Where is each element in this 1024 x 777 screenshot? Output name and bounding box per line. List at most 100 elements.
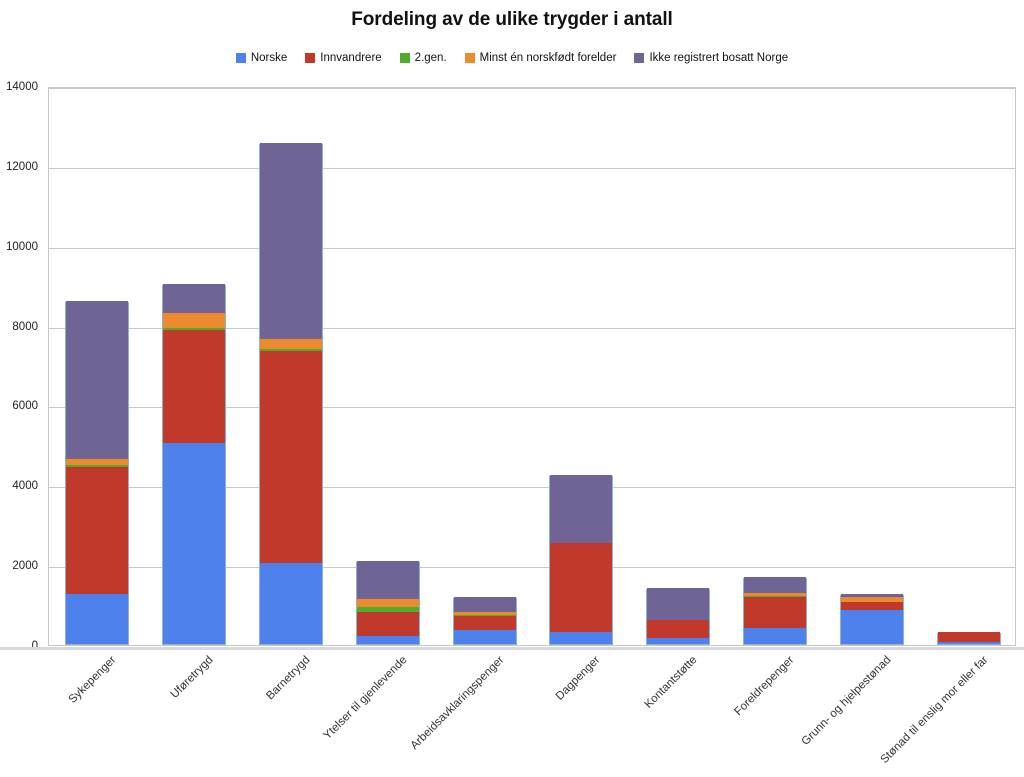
- x-tick-label: Arbeidsavklaringspenger: [408, 654, 507, 752]
- legend-swatch-icon: [634, 53, 645, 63]
- bar-segment[interactable]: [66, 464, 129, 468]
- bar-group[interactable]: [452, 86, 517, 645]
- bar-segment[interactable]: [260, 562, 322, 644]
- legend-item[interactable]: Norske: [235, 52, 288, 64]
- bar-segment[interactable]: [356, 636, 419, 644]
- gridline: [49, 167, 1015, 169]
- legend-label: Norske: [250, 52, 288, 64]
- y-axis: 0 2000 4000 6000 8000 10000 12000 14000: [0, 81, 44, 652]
- bar-group[interactable]: [355, 86, 420, 645]
- bar-segment[interactable]: [66, 467, 129, 595]
- y-tick-label: 6000: [12, 400, 38, 413]
- bar-segment[interactable]: [163, 443, 226, 644]
- bar-group[interactable]: [646, 86, 711, 645]
- x-tick-label: Dagpenger: [554, 654, 603, 703]
- bar-segment[interactable]: [66, 594, 129, 644]
- bar-segment[interactable]: [260, 348, 322, 351]
- x-axis: Sykepenger Uføretrygd Barnetrygd Ytelser ti…: [48, 648, 1016, 777]
- bar-segment[interactable]: [744, 577, 806, 593]
- bar-group[interactable]: [839, 86, 904, 645]
- x-tick-label: Barnetrygd: [264, 654, 313, 703]
- bar-stack[interactable]: [549, 475, 614, 645]
- bar-segment[interactable]: [453, 616, 516, 630]
- bar-group[interactable]: [743, 86, 807, 645]
- y-tick-label: 14000: [6, 81, 38, 93]
- bar-segment[interactable]: [840, 597, 903, 602]
- legend-swatch-icon: [399, 53, 410, 63]
- bar-segment[interactable]: [66, 301, 129, 459]
- bar-stack[interactable]: [162, 284, 227, 645]
- bar-group[interactable]: [936, 86, 1001, 645]
- legend-label: Innvandrere: [320, 52, 382, 64]
- x-tick-label: Uføretrygd: [168, 654, 216, 701]
- bar-segment[interactable]: [260, 350, 322, 563]
- legend-swatch-icon: [305, 53, 316, 63]
- legend-swatch-icon: [464, 53, 475, 63]
- bar-stack[interactable]: [452, 597, 517, 645]
- x-tick-label: Grunn- og hjelpestønad: [799, 654, 894, 748]
- bar-segment[interactable]: [744, 592, 806, 597]
- y-tick-label: 0: [31, 640, 38, 652]
- gridline: [49, 247, 1015, 249]
- bar-stack[interactable]: [839, 594, 904, 645]
- y-tick-label: 8000: [12, 320, 38, 333]
- bar-segment[interactable]: [163, 313, 226, 329]
- legend-item[interactable]: Innvandrere: [305, 52, 382, 64]
- legend-item[interactable]: Minst én norskfødt forelder: [464, 52, 616, 64]
- bar-segment[interactable]: [356, 599, 419, 608]
- bar-segment[interactable]: [647, 638, 710, 644]
- gridline: [49, 567, 1015, 569]
- bar-group[interactable]: [65, 86, 130, 645]
- bar-segment[interactable]: [453, 614, 516, 617]
- gridline: [49, 407, 1015, 409]
- bar-stack[interactable]: [355, 561, 420, 645]
- plot-area: [48, 87, 1016, 646]
- bar-segment[interactable]: [66, 458, 129, 465]
- bar-stack[interactable]: [743, 577, 807, 645]
- bar-segment[interactable]: [647, 619, 710, 639]
- bar-stack[interactable]: [936, 632, 1001, 645]
- x-tick-label: Stønad til enslig mor eller far: [878, 654, 991, 766]
- bar-segment[interactable]: [163, 284, 226, 314]
- bar-segment[interactable]: [163, 330, 226, 444]
- bar-stack[interactable]: [259, 142, 323, 645]
- x-tick-label: Foreldrepenger: [732, 654, 797, 719]
- y-tick-label: 12000: [6, 160, 38, 173]
- bar-group[interactable]: [549, 86, 614, 645]
- bar-group[interactable]: [162, 86, 227, 645]
- x-tick-label: Kontantstøtte: [642, 654, 700, 711]
- bar-segment[interactable]: [744, 628, 806, 644]
- gridline: [49, 327, 1015, 329]
- bar-segment[interactable]: [647, 588, 710, 620]
- bar-segment[interactable]: [453, 629, 516, 644]
- bar-segment[interactable]: [356, 561, 419, 600]
- bar-group[interactable]: [259, 86, 323, 645]
- bar-segment[interactable]: [840, 601, 903, 611]
- bar-segment[interactable]: [356, 607, 419, 613]
- bar-segment[interactable]: [744, 596, 806, 629]
- legend-item[interactable]: Ikke registrert bosatt Norge: [634, 52, 788, 64]
- bar-segment[interactable]: [744, 595, 806, 597]
- bar-segment[interactable]: [260, 338, 322, 349]
- bar-stack[interactable]: [646, 588, 711, 645]
- bar-stack[interactable]: [65, 301, 130, 645]
- y-tick-label: 2000: [12, 560, 38, 573]
- bar-segment[interactable]: [356, 612, 419, 637]
- bar-segment[interactable]: [840, 594, 903, 598]
- bar-segment[interactable]: [550, 632, 613, 644]
- x-tick-label: Sykepenger: [66, 654, 119, 706]
- bar-segment[interactable]: [937, 632, 1000, 643]
- bar-segment[interactable]: [163, 328, 226, 331]
- bar-segment[interactable]: [550, 542, 613, 633]
- legend-swatch-icon: [235, 53, 246, 63]
- legend-item[interactable]: 2.gen.: [399, 52, 447, 64]
- bar-segment[interactable]: [550, 475, 613, 543]
- bar-segment[interactable]: [840, 610, 903, 644]
- bar-segment[interactable]: [453, 597, 516, 613]
- bar-segment[interactable]: [260, 142, 322, 339]
- bar-segment[interactable]: [937, 642, 1000, 644]
- gridline: [49, 88, 1015, 89]
- chart-legend: Norske Innvandrere 2.gen. Minst én norskfød…: [0, 52, 1024, 64]
- gridline: [49, 487, 1015, 489]
- bar-segment[interactable]: [453, 612, 516, 616]
